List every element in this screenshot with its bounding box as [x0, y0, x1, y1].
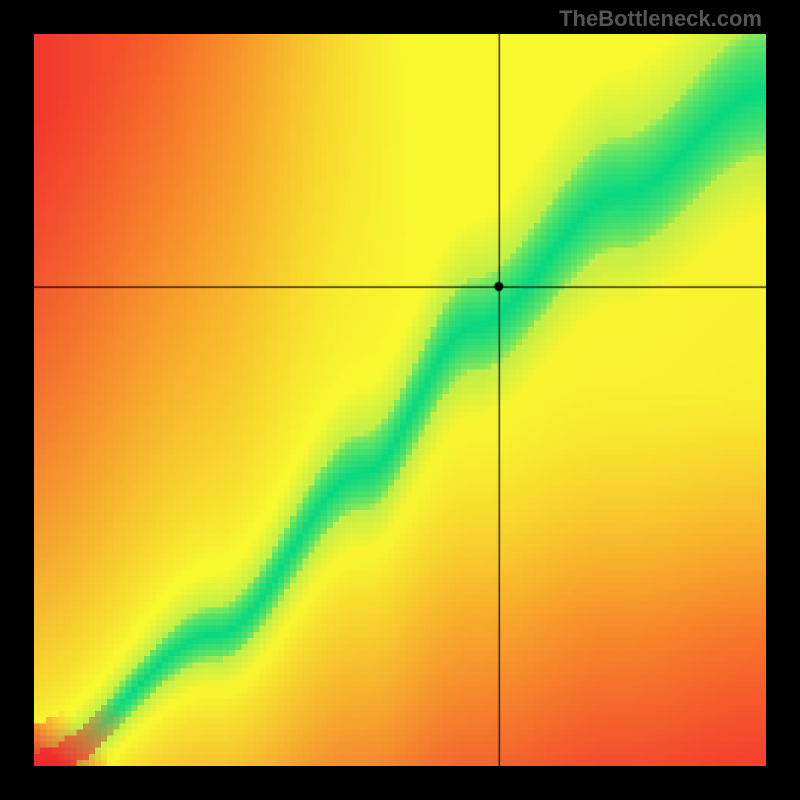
chart-container: TheBottleneck.com — [0, 0, 800, 800]
crosshair-overlay — [34, 34, 766, 766]
watermark-text: TheBottleneck.com — [559, 6, 762, 32]
